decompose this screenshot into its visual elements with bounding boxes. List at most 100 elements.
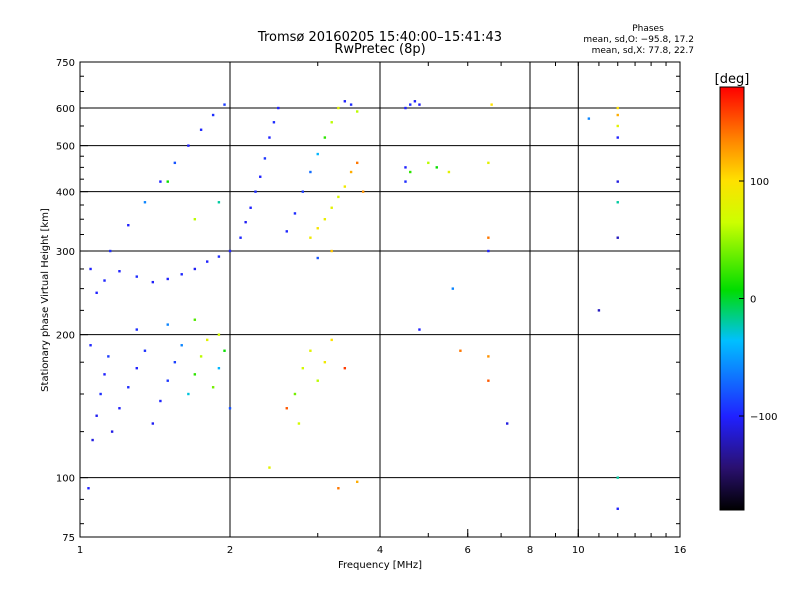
data-point — [95, 291, 98, 295]
data-point — [110, 430, 114, 433]
data-point — [343, 100, 347, 103]
data-point — [355, 480, 359, 484]
data-point — [259, 175, 262, 178]
data-point — [616, 476, 619, 479]
data-point — [487, 355, 490, 358]
data-point — [404, 180, 407, 183]
data-point — [459, 349, 462, 352]
data-point — [268, 136, 271, 139]
data-point — [330, 121, 333, 124]
data-point — [193, 218, 197, 221]
data-point — [217, 333, 221, 336]
data-point — [159, 399, 162, 403]
data-point — [616, 136, 619, 139]
data-point — [95, 414, 98, 417]
data-point — [616, 507, 619, 510]
data-point — [597, 309, 601, 312]
chart-title-line1: Tromsø 20160205 15:40:00–15:41:43 — [257, 30, 502, 45]
stats-x: mean, sd,X: 77.8, 22.7 — [592, 46, 694, 56]
data-point — [427, 161, 430, 165]
data-point — [239, 236, 242, 239]
data-point — [337, 487, 340, 490]
data-point — [323, 361, 327, 364]
data-point — [89, 267, 92, 271]
data-point — [285, 407, 288, 410]
data-point — [193, 318, 197, 321]
data-point — [254, 190, 257, 193]
data-point — [143, 201, 147, 204]
data-point — [87, 487, 90, 490]
data-point — [316, 152, 319, 156]
data-point — [127, 386, 130, 389]
data-point — [316, 256, 319, 260]
data-point — [409, 170, 412, 174]
data-point — [199, 355, 203, 358]
data-point — [151, 280, 155, 284]
data-point — [205, 260, 209, 263]
data-point — [616, 180, 619, 183]
x-axis-label: Frequency [MHz] — [338, 560, 422, 571]
data-point — [404, 106, 407, 110]
data-point — [193, 267, 197, 271]
data-point — [337, 195, 340, 199]
colorbar-tick-label: −100 — [750, 412, 777, 423]
y-tick-label: 750 — [56, 58, 75, 69]
data-point — [323, 218, 327, 221]
data-point — [135, 366, 138, 370]
data-point — [268, 466, 271, 469]
data-point — [309, 170, 312, 174]
data-point — [173, 161, 177, 165]
data-point — [127, 224, 130, 227]
x-tick-label: 6 — [465, 545, 471, 556]
data-point — [217, 255, 221, 258]
data-point — [89, 344, 92, 347]
data-point — [616, 201, 619, 204]
data-point — [418, 328, 421, 331]
data-point — [211, 386, 215, 389]
data-point — [490, 103, 493, 106]
data-point — [166, 323, 169, 326]
data-point — [187, 144, 190, 147]
y-tick-label: 200 — [56, 331, 75, 342]
data-point — [143, 349, 147, 352]
data-point — [151, 422, 155, 425]
data-point — [166, 277, 169, 281]
data-point — [616, 124, 619, 128]
data-point — [361, 190, 365, 193]
x-tick-label: 1 — [77, 545, 83, 556]
data-point — [404, 166, 407, 169]
data-point — [187, 392, 190, 396]
data-point — [301, 190, 305, 193]
plot-area: 1 2 4 6 8 10 16 75 100 200 300 400 500 600 750 — [56, 58, 686, 556]
y-tick-label: 400 — [56, 188, 75, 199]
data-point — [293, 212, 297, 215]
data-point — [217, 366, 221, 370]
data-point — [616, 113, 619, 117]
colorbar-tick-label: 100 — [750, 177, 769, 188]
data-point — [228, 407, 232, 410]
y-tick-label: 300 — [56, 247, 75, 258]
data-point — [272, 121, 276, 124]
data-point — [223, 349, 226, 352]
data-point — [451, 287, 455, 290]
data-point — [99, 392, 102, 396]
data-point — [355, 161, 359, 165]
data-point — [297, 422, 301, 425]
x-tick-label: 4 — [377, 545, 383, 556]
data-point — [263, 157, 267, 160]
data-point — [330, 338, 333, 342]
data-point — [616, 236, 619, 239]
data-point — [435, 166, 438, 169]
colorbar-label: [deg] — [715, 72, 750, 87]
data-point — [418, 103, 421, 106]
data-point — [118, 407, 121, 410]
data-point — [316, 227, 319, 230]
data-point — [301, 366, 305, 370]
data-point — [103, 373, 106, 376]
data-point — [109, 249, 112, 253]
data-point — [413, 100, 417, 103]
data-point — [337, 106, 340, 110]
data-point — [616, 106, 619, 110]
data-point — [159, 180, 162, 183]
data-point — [409, 103, 412, 106]
